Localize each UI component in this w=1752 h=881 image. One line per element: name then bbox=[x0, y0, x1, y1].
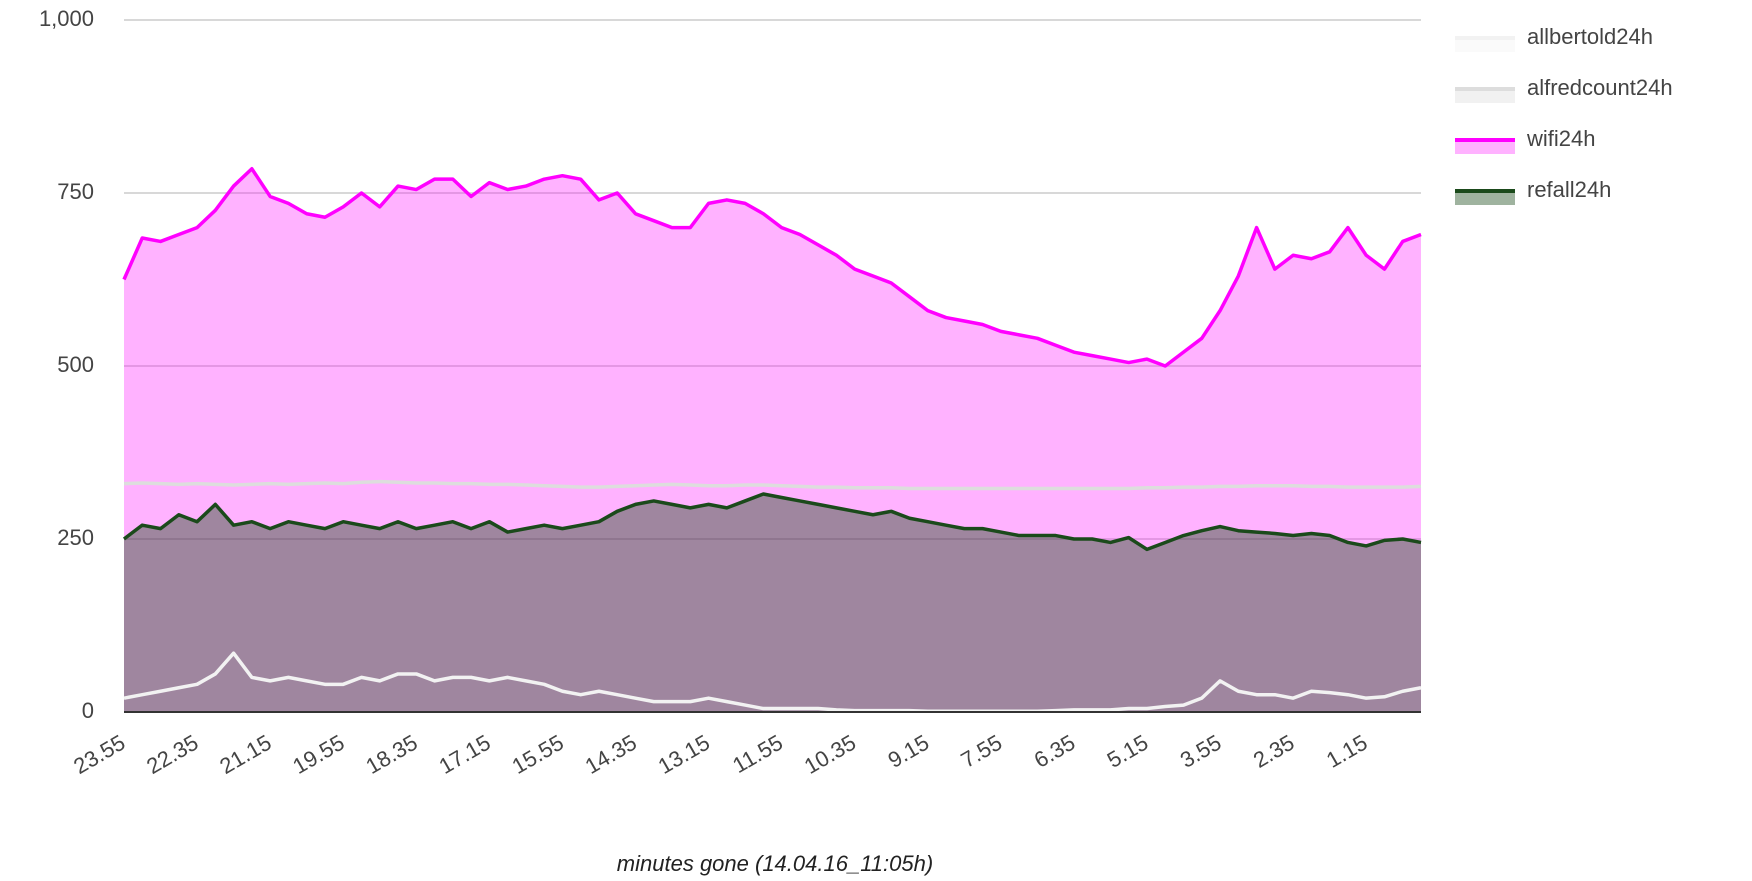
line bbox=[122, 492, 1422, 552]
y-tick-label: 500 bbox=[57, 352, 94, 377]
x-tick-label: 3.55 bbox=[1176, 730, 1226, 773]
x-tick-label: 9.15 bbox=[884, 730, 934, 773]
y-tick-label: 750 bbox=[57, 179, 94, 204]
legend-swatch bbox=[1455, 38, 1515, 52]
x-tick-label: 19.55 bbox=[288, 730, 348, 779]
y-tick-label: 0 bbox=[82, 698, 94, 723]
x-tick-label: 5.15 bbox=[1103, 730, 1153, 773]
legend-swatch bbox=[1455, 140, 1515, 154]
area bbox=[124, 494, 1421, 712]
x-tick-label: 13.15 bbox=[654, 730, 714, 779]
y-tick-label: 1,000 bbox=[39, 6, 94, 31]
line bbox=[123, 479, 1422, 491]
x-tick-label: 10.35 bbox=[800, 730, 860, 779]
legend-label: allbertold24h bbox=[1527, 24, 1653, 49]
x-tick-label: 22.35 bbox=[142, 730, 202, 779]
line bbox=[123, 651, 1422, 714]
x-tick-label: 6.35 bbox=[1030, 730, 1080, 773]
x-tick-label: 2.35 bbox=[1249, 730, 1299, 773]
line bbox=[122, 167, 1422, 368]
x-tick-label: 14.35 bbox=[581, 730, 641, 779]
x-tick-label: 18.35 bbox=[362, 730, 422, 779]
legend-label: wifi24h bbox=[1526, 126, 1595, 151]
x-tick-label: 17.15 bbox=[435, 730, 495, 779]
x-axis-title: minutes gone (14.04.16_11:05h) bbox=[617, 851, 933, 876]
legend-label: alfredcount24h bbox=[1527, 75, 1673, 100]
x-tick-label: 15.55 bbox=[508, 730, 568, 779]
x-tick-label: 23.55 bbox=[69, 730, 129, 779]
y-tick-label: 250 bbox=[57, 525, 94, 550]
x-tick-label: 11.55 bbox=[728, 730, 787, 778]
x-tick-label: 1.15 bbox=[1322, 730, 1372, 773]
legend-swatch bbox=[1455, 89, 1515, 103]
legend-label: refall24h bbox=[1527, 177, 1611, 202]
area bbox=[124, 168, 1421, 712]
x-tick-label: 21.15 bbox=[215, 730, 275, 779]
x-tick-label: 7.55 bbox=[957, 730, 1007, 773]
legend-swatch bbox=[1455, 191, 1515, 205]
